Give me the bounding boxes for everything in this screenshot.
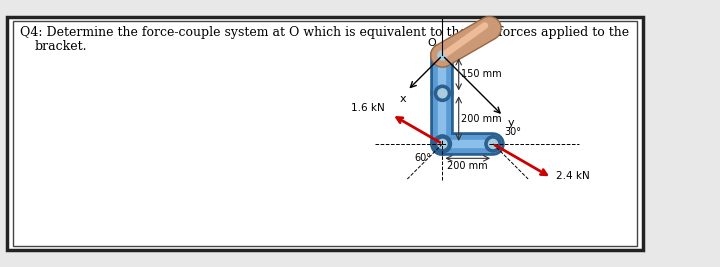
Circle shape <box>438 139 447 148</box>
Text: O: O <box>427 38 436 48</box>
Text: bracket.: bracket. <box>35 40 87 53</box>
FancyBboxPatch shape <box>13 21 637 246</box>
Circle shape <box>438 89 447 98</box>
Circle shape <box>438 51 447 60</box>
Text: x: x <box>400 94 406 104</box>
Text: 150 mm: 150 mm <box>462 69 502 79</box>
Circle shape <box>488 139 498 148</box>
Circle shape <box>485 136 501 152</box>
Text: 2.4 kN: 2.4 kN <box>556 171 590 181</box>
Text: 30°: 30° <box>504 127 521 137</box>
Text: 200 mm: 200 mm <box>462 113 502 124</box>
Text: 1.6 kN: 1.6 kN <box>351 103 384 113</box>
Text: Q4: Determine the force-couple system at O which is equivalent to the two forces: Q4: Determine the force-couple system at… <box>20 26 629 39</box>
Text: 200 mm: 200 mm <box>447 161 488 171</box>
Circle shape <box>434 85 451 101</box>
FancyBboxPatch shape <box>7 17 643 250</box>
Circle shape <box>433 135 451 153</box>
Circle shape <box>434 47 451 64</box>
Text: y: y <box>508 118 514 128</box>
Text: 60°: 60° <box>414 153 431 163</box>
